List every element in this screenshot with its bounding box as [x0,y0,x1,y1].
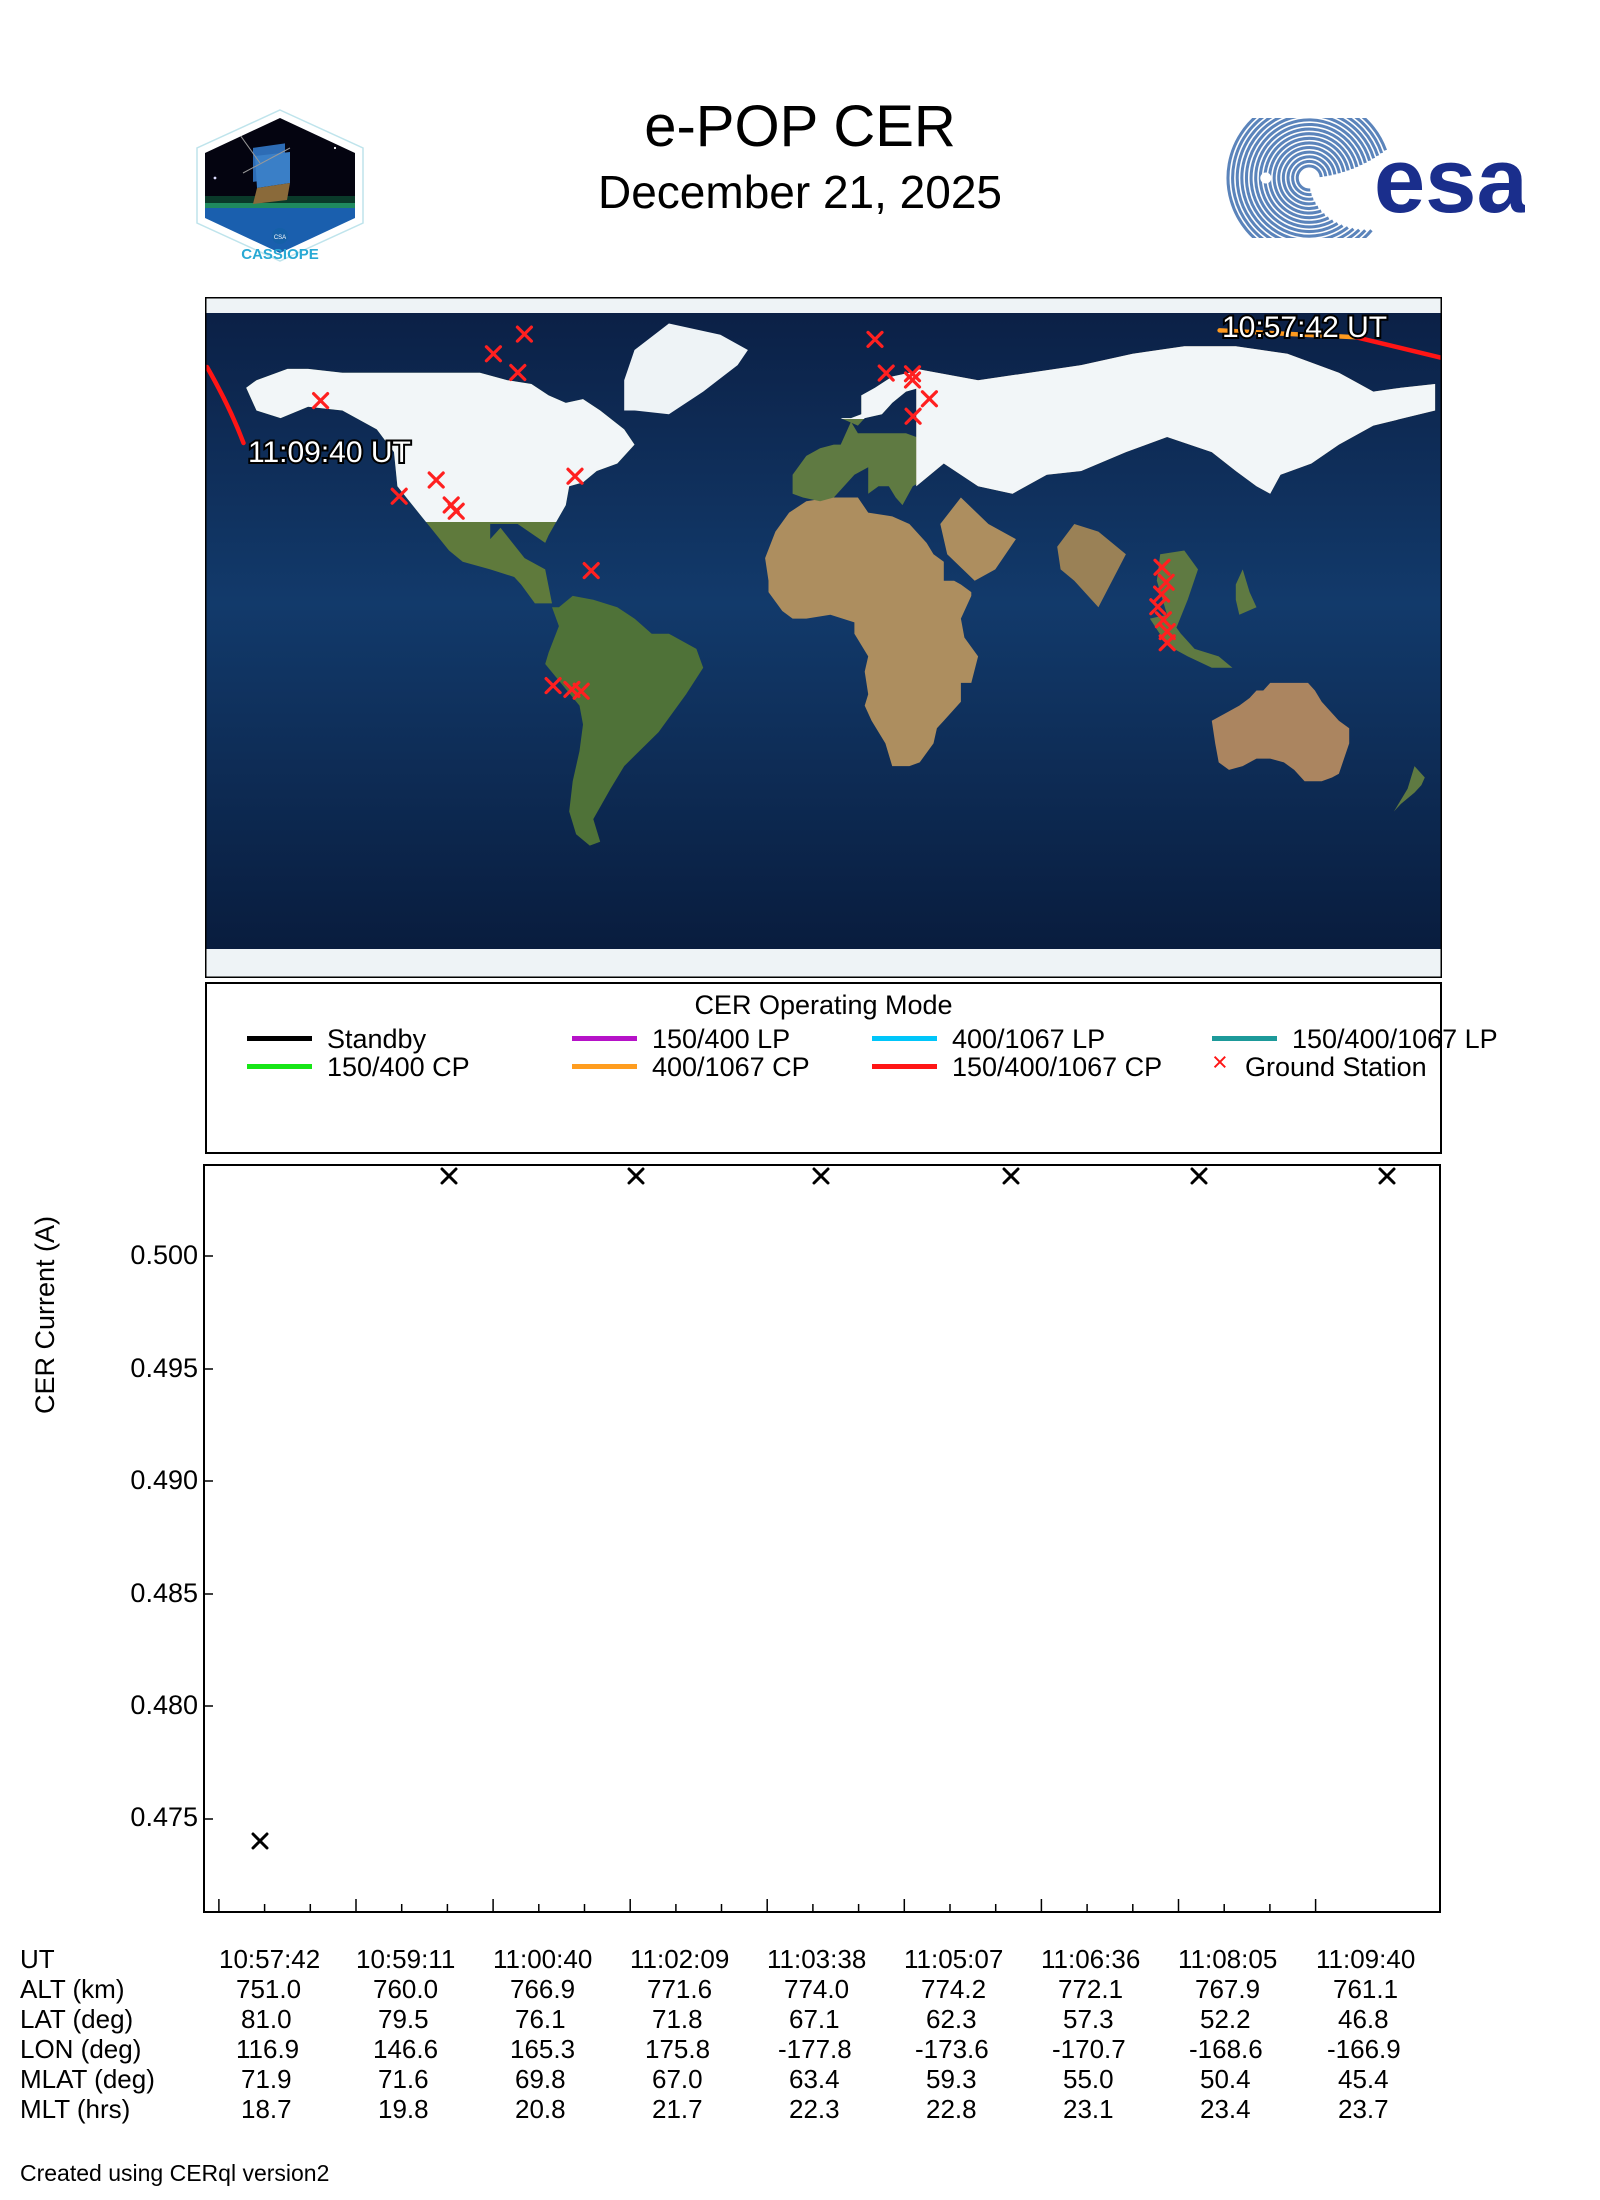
svg-text:0.495: 0.495 [130,1353,198,1383]
svg-text:0.480: 0.480 [130,1690,198,1720]
svg-text:11:09:40 UT: 11:09:40 UT [248,436,411,469]
svg-text:esa: esa [1374,128,1525,232]
svg-text:0.485: 0.485 [130,1578,198,1608]
svg-text:0.500: 0.500 [130,1240,198,1270]
svg-text:0.475: 0.475 [130,1802,198,1832]
svg-text:CASSIOPE: CASSIOPE [241,246,319,263]
svg-text:10:57:42 UT: 10:57:42 UT [1222,311,1387,344]
svg-text:CSA: CSA [274,235,286,241]
svg-text:0.490: 0.490 [130,1465,198,1495]
